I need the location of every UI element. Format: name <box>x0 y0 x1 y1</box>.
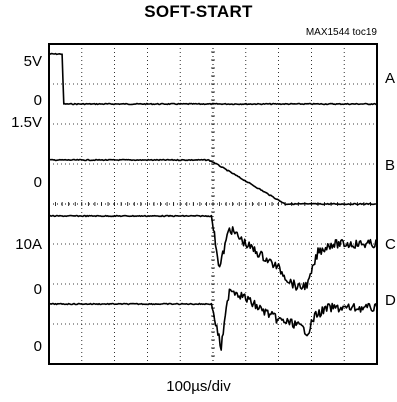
trace-a <box>48 52 378 106</box>
trace-c <box>48 214 378 291</box>
trace-label-a: A <box>385 70 396 87</box>
y-label-c-10a: 10A <box>15 236 42 253</box>
trace-d <box>48 288 378 351</box>
chart-subtitle: MAX1544 toc19 <box>305 27 377 38</box>
y-label-a-0: 0 <box>33 92 42 109</box>
chart-title: SOFT-START <box>144 2 253 21</box>
x-axis-label: 100µs/div <box>166 378 231 395</box>
y-label-b-0: 0 <box>33 174 42 191</box>
y-label-d-0: 0 <box>33 338 42 355</box>
trace-b <box>48 158 377 206</box>
traces <box>48 52 378 351</box>
trace-label-c: C <box>385 236 396 253</box>
y-label-c-0: 0 <box>33 281 42 298</box>
y-label-a-5v: 5V <box>23 53 42 70</box>
trace-label-d: D <box>385 292 396 309</box>
y-label-b-1-5v: 1.5V <box>11 114 42 131</box>
trace-label-b: B <box>385 157 396 174</box>
